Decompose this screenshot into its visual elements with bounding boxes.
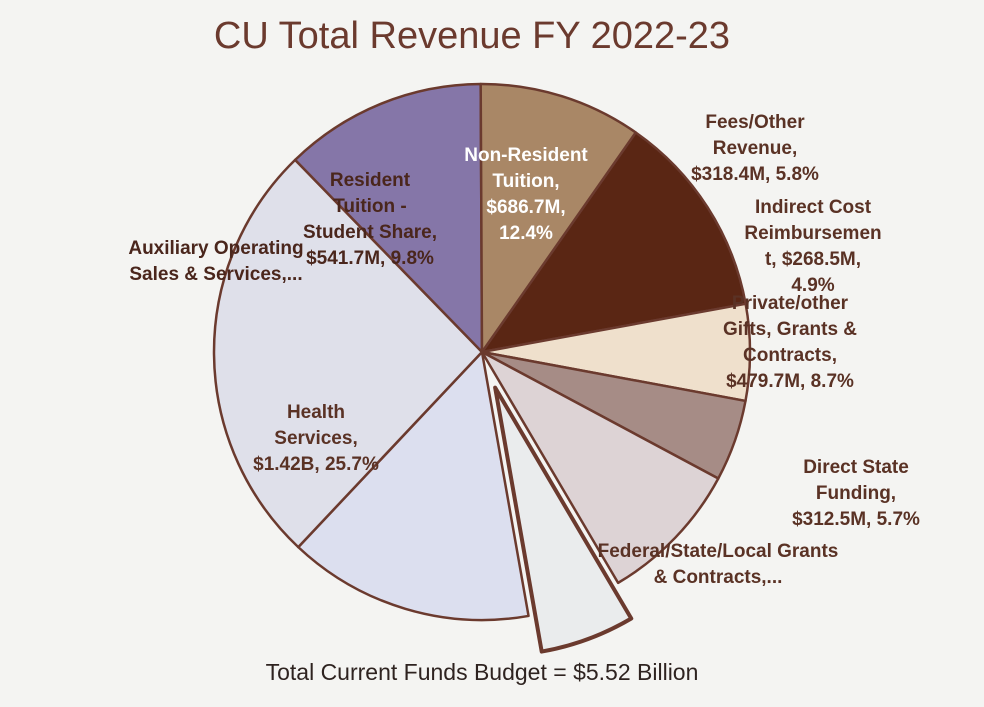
slice-label-line: Fees/Other: [705, 112, 805, 133]
slice-label-line: t, $268.5M,: [765, 249, 861, 270]
slice-label-line: Auxiliary Operating: [128, 238, 303, 259]
slice-label-line: Federal/State/Local Grants: [598, 541, 839, 562]
slice-label-line: 12.4%: [499, 223, 553, 244]
slice-label-6: Federal/State/Local Grants & Contracts,..…: [598, 541, 839, 588]
slice-label-line: Private/other: [732, 293, 849, 314]
chart-footer: Total Current Funds Budget = $5.52 Billi…: [266, 659, 699, 685]
slice-label-line: Reimbursemen: [744, 223, 881, 244]
slice-label-1: Non-Resident Tuition, $686.7M, 12.4%: [464, 145, 588, 244]
slice-label-line: Sales & Services,...: [129, 264, 302, 285]
chart-title: CU Total Revenue FY 2022-23: [214, 15, 730, 57]
slice-label-line: $318.4M, 5.8%: [691, 164, 819, 185]
slice-label-line: Revenue,: [713, 138, 797, 159]
slice-label-2: Fees/Other Revenue, $318.4M, 5.8%: [691, 112, 819, 185]
pie-slice-7: [212, 158, 484, 549]
slice-label-line: $1.42B, 25.7%: [253, 454, 379, 475]
pie-slice-4: [480, 350, 720, 585]
slice-label-line: & Contracts,...: [654, 567, 783, 588]
slice-label-line: Tuition,: [492, 171, 559, 192]
slice-label-line: Indirect Cost: [755, 197, 872, 218]
slice-label-7: Health Services, $1.42B, 25.7%: [253, 402, 379, 475]
slice-label-8: Auxiliary Operating Sales & Services,...: [128, 238, 303, 285]
slice-label-line: Non-Resident: [464, 145, 588, 166]
slice-label-line: Resident: [330, 170, 411, 191]
slice-label-line: Health: [287, 402, 345, 423]
pie-slice-1: [480, 131, 747, 354]
slice-label-9: Resident Tuition - Student Share, $541.7M, …: [303, 170, 437, 269]
pie-slice-9: [479, 82, 637, 354]
slice-label-line: Gifts, Grants &: [723, 319, 857, 340]
slice-label-5: Direct State Funding, $312.5M, 5.7%: [792, 457, 920, 530]
slice-label-line: Services,: [274, 428, 357, 449]
slice-label-line: Direct State: [803, 457, 909, 478]
slice-label-line: Tuition -: [333, 196, 407, 217]
slice-label-3: Indirect Cost Reimbursemen t, $268.5M, 4.9%: [744, 197, 881, 296]
slice-label-line: $541.7M, 9.8%: [306, 248, 434, 269]
slice-label-line: Funding,: [816, 483, 896, 504]
slice-label-line: $686.7M,: [486, 197, 565, 218]
pie-slice-6: [297, 350, 530, 622]
pie-slices: [212, 82, 752, 654]
slice-label-line: Contracts,: [743, 345, 837, 366]
pie-labels: Non-Resident Tuition, $686.7M, 12.4% Fees/Ot…: [128, 112, 920, 588]
slice-label-line: $479.7M, 8.7%: [726, 371, 854, 392]
pie-slice-8: [293, 82, 484, 354]
pie-slice-5: [493, 385, 634, 654]
slice-label-line: $312.5M, 5.7%: [792, 509, 920, 530]
slice-label-line: 4.9%: [791, 275, 834, 296]
slice-label-4: Private/other Gifts, Grants & Contracts, $4…: [723, 293, 857, 392]
slice-label-line: Student Share,: [303, 222, 437, 243]
